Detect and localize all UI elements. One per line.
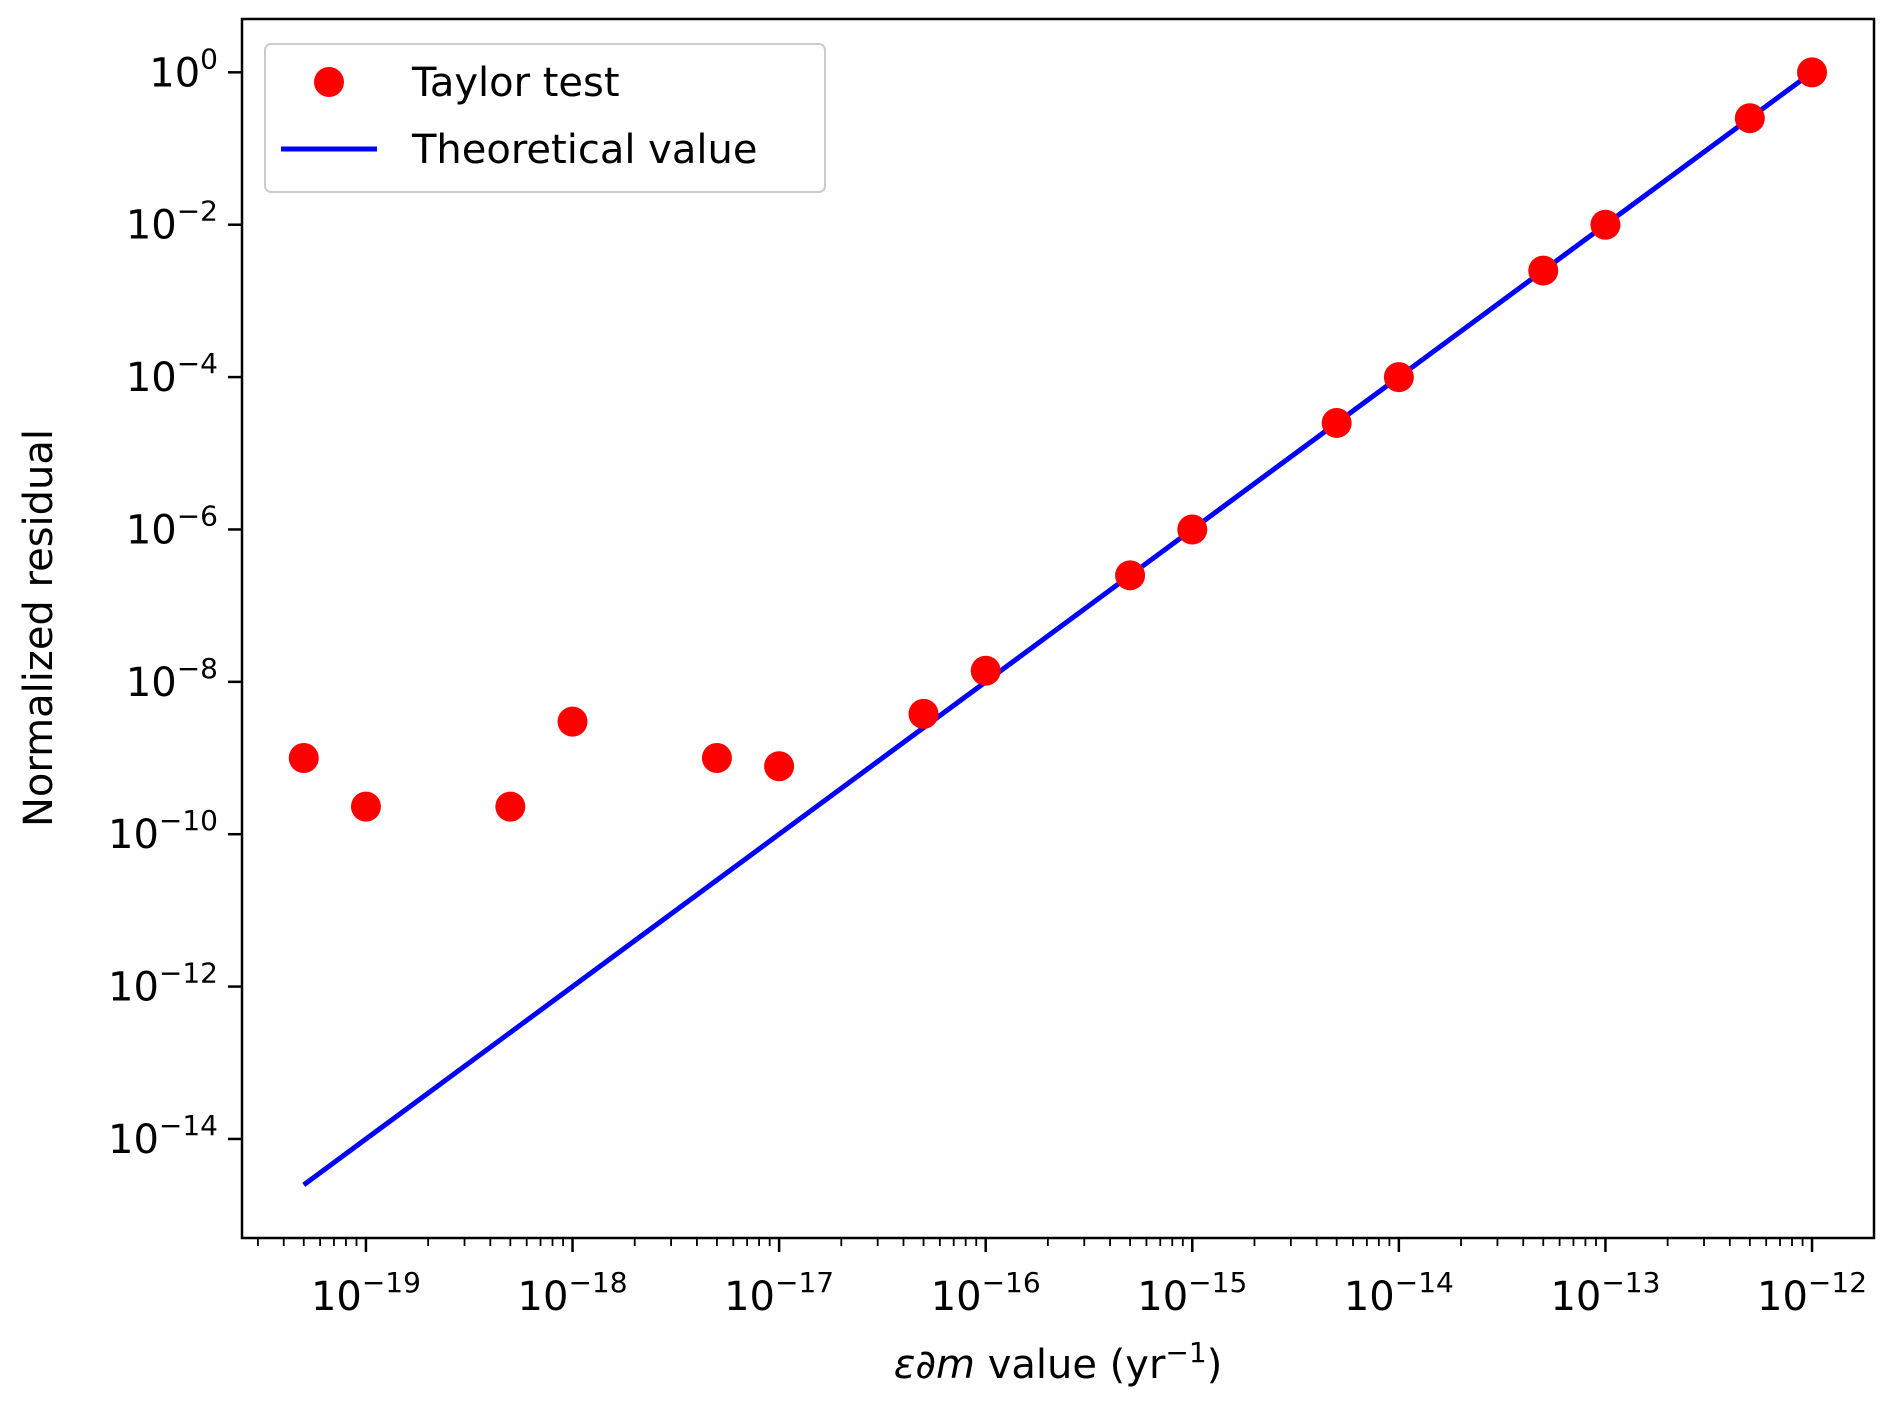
taylor-test-point [970,655,1001,686]
legend-marker-taylor-test [314,67,344,97]
x-axis-title-text: value (yr [975,1342,1166,1388]
taylor-test-point [1115,560,1146,591]
y-axis-title: Normalized residual [16,429,62,827]
x-tick-label: 10−12 [1757,1266,1867,1320]
taylor-test-point [1383,362,1414,393]
taylor-test-point [764,751,795,782]
y-tick-label: 10−10 [108,804,218,858]
y-tick-label: 10−12 [108,957,218,1011]
y-axis-ticks: 100 10−2 10−4 10−6 10−8 10−10 10−12 10−14 [108,42,242,1163]
x-tick-label: 10−17 [724,1266,834,1320]
x-axis-title-sup: −1 [1165,1336,1206,1369]
x-tick-label: 10−16 [931,1266,1041,1320]
series-taylor-test-points [288,57,1828,822]
taylor-test-point [288,743,319,774]
y-tick-label: 100 [149,42,218,96]
x-axis-title-symbol: ε∂m [894,1342,975,1388]
y-tick-label: 10−8 [126,652,218,706]
series-theoretical-value-line [302,70,1814,1187]
taylor-test-point [1797,57,1828,88]
taylor-test-point [908,698,939,729]
x-tick-label: 10−13 [1550,1266,1660,1320]
legend-label-theoretical-value: Theoretical value [411,127,757,173]
y-tick-label: 10−4 [126,347,218,401]
taylor-test-point [350,791,381,822]
x-axis-title-close: ) [1207,1342,1223,1388]
x-axis-ticks: 10−19 10−18 10−17 10−16 10−15 10−14 10−13 10−12 [311,1238,1867,1320]
taylor-test-point [495,791,526,822]
x-tick-label: 10−14 [1344,1266,1454,1320]
legend-label-taylor-test: Taylor test [411,60,620,106]
plot-area-frame [240,17,1876,1240]
legend: Taylor test Theoretical value [264,43,826,193]
y-tick-label: 10−14 [108,1109,218,1163]
y-tick-label: 10−6 [126,499,218,553]
taylor-test-point [1734,103,1765,134]
taylor-test-point [557,706,588,737]
taylor-test-point [701,743,732,774]
y-tick-label: 10−2 [126,195,218,249]
taylor-test-point [1321,407,1352,438]
x-tick-label: 10−19 [311,1266,421,1320]
taylor-test-point [1590,209,1621,240]
legend-box [264,43,826,193]
x-minor-ticks [257,1238,1804,1246]
x-tick-label: 10−18 [518,1266,628,1320]
x-axis-title: ε∂m value (yr−1) [894,1336,1223,1388]
taylor-test-point [1528,255,1559,286]
x-tick-label: 10−15 [1137,1266,1247,1320]
taylor-test-point [1177,514,1208,545]
